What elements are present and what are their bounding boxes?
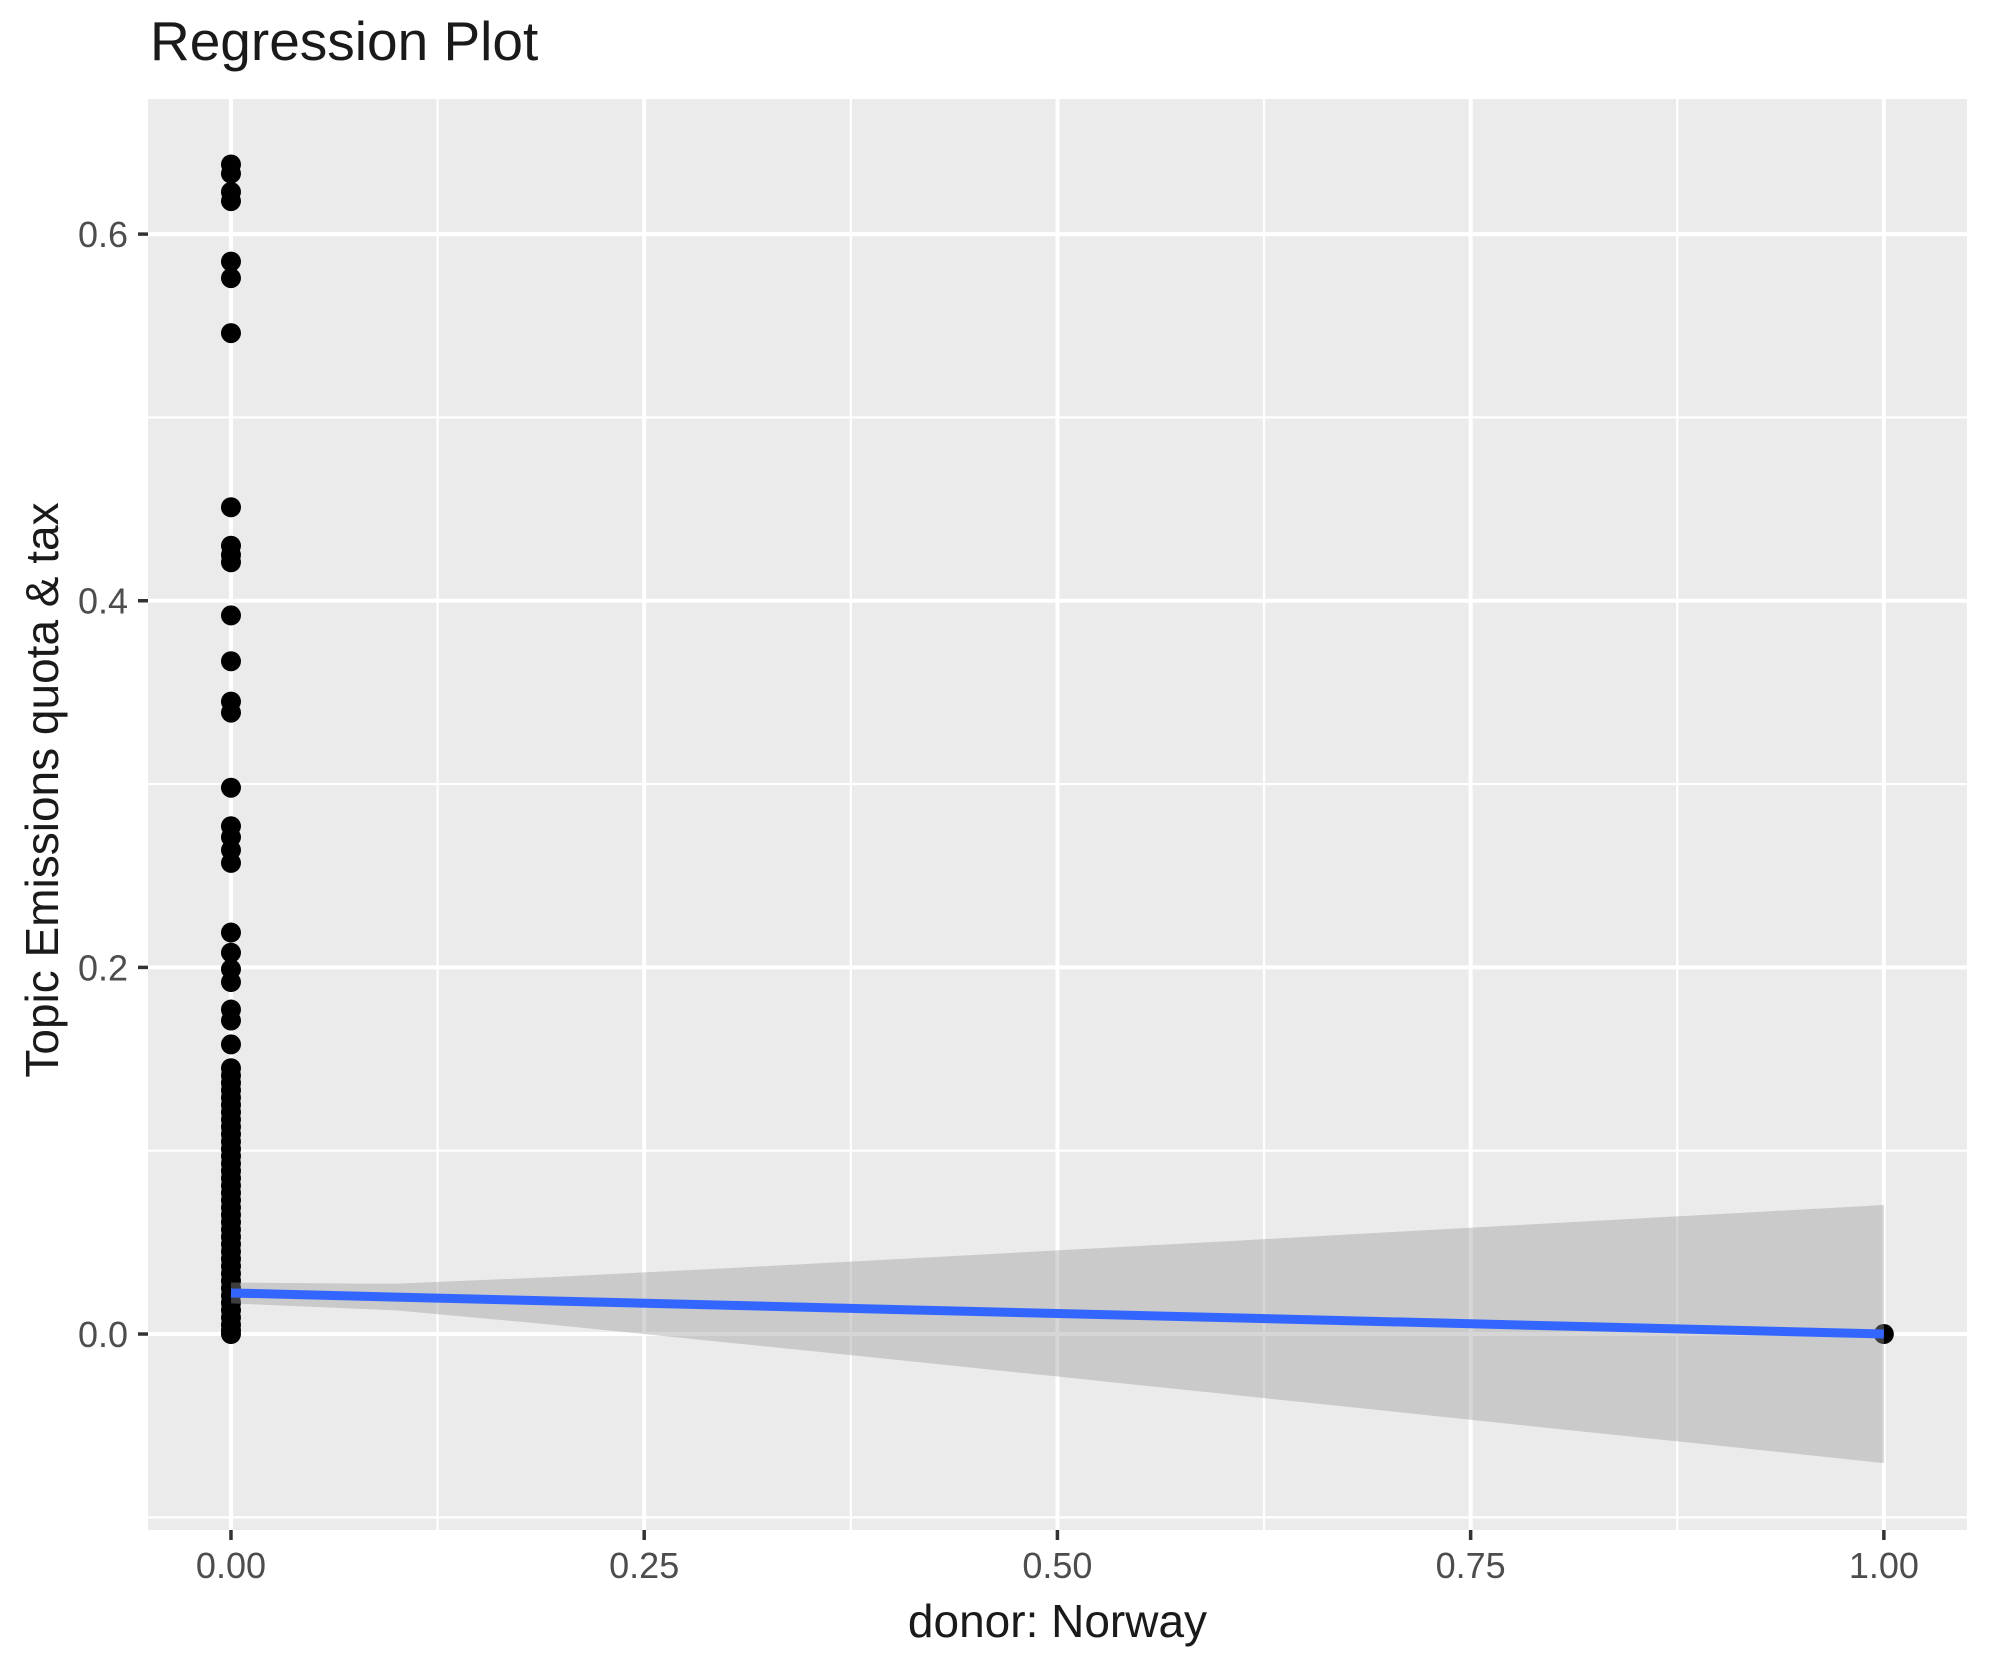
- data-point: [220, 552, 241, 573]
- data-point: [220, 972, 241, 993]
- y-tick-label: 0.0: [78, 1314, 128, 1355]
- y-axis-title: Topic Emissions quota & tax: [16, 502, 68, 1078]
- data-point: [220, 702, 241, 723]
- x-axis-tick-labels: 0.00 0.25 0.50 0.75 1.00: [196, 1545, 1919, 1586]
- data-point: [220, 852, 241, 873]
- data-point: [220, 651, 241, 672]
- y-tick-label: 0.2: [78, 947, 128, 988]
- data-point: [220, 605, 241, 626]
- data-point: [220, 251, 241, 272]
- data-point: [220, 191, 241, 212]
- x-tick-label: 0.75: [1436, 1545, 1506, 1586]
- data-point: [220, 777, 241, 798]
- data-point: [220, 922, 241, 943]
- confidence-band: [230, 1204, 1884, 1464]
- x-tick-label: 0.25: [609, 1545, 679, 1586]
- data-point: [220, 497, 241, 518]
- data-point: [220, 1010, 241, 1031]
- data-point: [220, 1324, 241, 1345]
- x-tick-label: 1.00: [1849, 1545, 1919, 1586]
- data-point: [220, 1034, 241, 1055]
- regression-line: [230, 1288, 1884, 1339]
- data-point: [220, 268, 241, 289]
- y-tick-label: 0.6: [78, 214, 128, 255]
- y-tick-label: 0.4: [78, 581, 128, 622]
- data-point: [220, 323, 241, 344]
- y-axis-ticks: [138, 232, 148, 1336]
- data-point: [220, 163, 241, 184]
- x-tick-label: 0.50: [1022, 1545, 1092, 1586]
- plot-title: Regression Plot: [150, 10, 539, 72]
- x-axis-title: donor: Norway: [907, 1595, 1208, 1647]
- x-axis-ticks: [229, 1530, 1886, 1540]
- y-axis-tick-labels: 0.0 0.2 0.4 0.6: [78, 214, 128, 1355]
- data-point: [220, 942, 241, 963]
- x-tick-label: 0.00: [196, 1545, 266, 1586]
